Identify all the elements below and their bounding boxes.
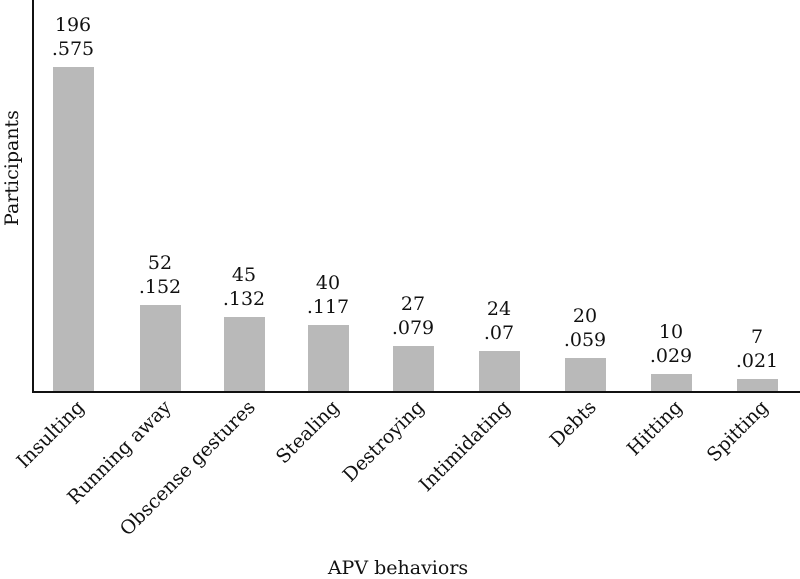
bar-destroying — [393, 346, 434, 391]
y-axis-line — [32, 0, 34, 393]
bar-value-label: 10.029 — [631, 320, 711, 368]
bar-intimidating — [479, 351, 520, 391]
bar-value-label: 20.059 — [545, 304, 625, 352]
x-tick-label: Spitting — [702, 396, 773, 467]
count-value: 27 — [400, 293, 426, 315]
count-value: 20 — [572, 305, 598, 327]
count-value: 196 — [54, 14, 92, 36]
bar-value-label: 40.117 — [288, 271, 368, 319]
count-value: 7 — [750, 326, 764, 348]
x-axis-line — [32, 391, 800, 393]
count-value: 10 — [658, 321, 684, 343]
proportion-value: .029 — [649, 345, 693, 367]
proportion-value: .152 — [138, 276, 182, 298]
bar-insulting — [53, 67, 94, 391]
bar-value-label: 24.07 — [459, 297, 539, 345]
x-axis-title: APV behaviors — [327, 557, 469, 579]
count-value: 24 — [486, 298, 512, 320]
bar-stealing — [308, 325, 349, 391]
bar-value-label: 52.152 — [120, 251, 200, 299]
x-tick-label: Debts — [545, 396, 601, 452]
bar-value-label: 7.021 — [717, 325, 797, 373]
proportion-value: .132 — [222, 288, 266, 310]
bar-value-label: 45.132 — [204, 263, 284, 311]
proportion-value: .079 — [391, 317, 435, 339]
bar-spitting — [737, 379, 778, 391]
x-tick-label: Insulting — [12, 396, 89, 473]
count-value: 52 — [147, 252, 173, 274]
bar-running-away — [140, 305, 181, 391]
y-axis-title: Participants — [1, 110, 23, 226]
bar-obscense-gestures — [224, 317, 265, 391]
bar-hitting — [651, 374, 692, 391]
x-tick-label: Intimidating — [414, 396, 515, 497]
proportion-value: .575 — [51, 38, 95, 60]
proportion-value: .07 — [483, 322, 515, 344]
proportion-value: .021 — [735, 350, 779, 372]
proportion-value: .059 — [563, 329, 607, 351]
count-value: 40 — [315, 272, 341, 294]
x-tick-label: Stealing — [271, 396, 344, 469]
bar-value-label: 196.575 — [33, 13, 113, 61]
bar-debts — [565, 358, 606, 391]
bar-value-label: 27.079 — [373, 292, 453, 340]
x-tick-label: Hitting — [622, 396, 687, 461]
count-value: 45 — [231, 264, 257, 286]
x-tick-label: Destroying — [338, 396, 429, 487]
proportion-value: .117 — [306, 296, 350, 318]
